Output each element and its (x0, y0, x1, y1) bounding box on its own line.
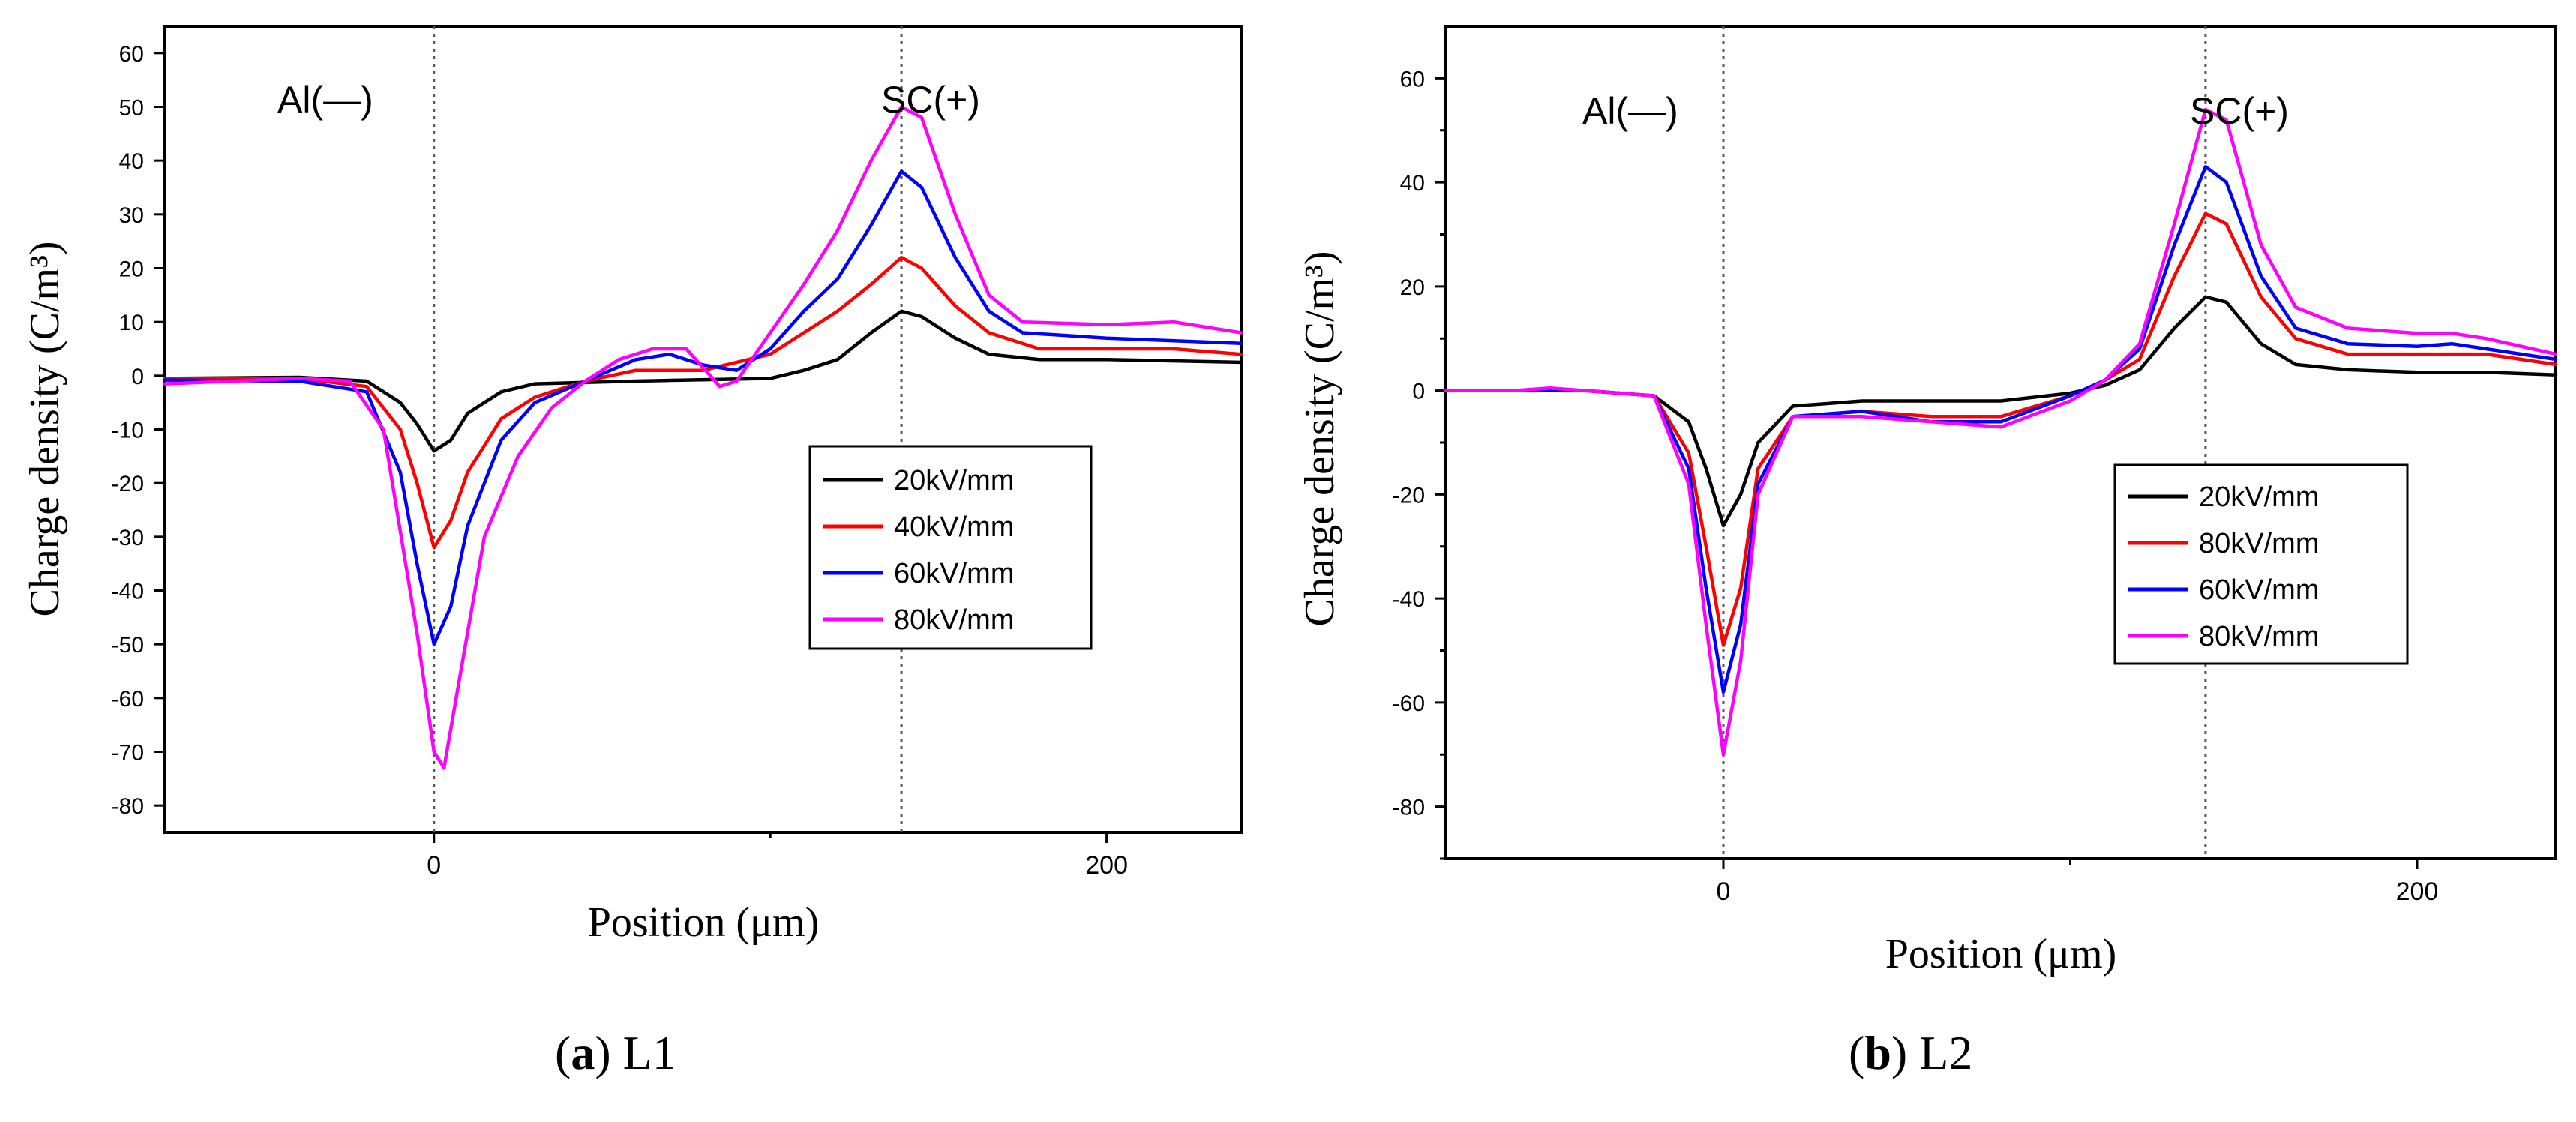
y-ticks: -80 -60 -40 -20 0 20 40 60 (1393, 67, 1446, 860)
y-tick-label: 10 (119, 310, 144, 335)
legend: 20kV/mm 40kV/mm 60kV/mm 80kV/mm (808, 445, 1093, 650)
y-tick-label: -50 (112, 633, 144, 658)
al-marker-label: Al(—) (1582, 90, 1678, 132)
legend-label-60kv: 60kV/mm (2199, 574, 2319, 606)
y-ticks: -80 -70 -60 -50 -40 -30 -20 -10 0 10 20 30 40 50 60 (112, 42, 165, 819)
y-tick-label: -70 (112, 741, 144, 766)
legend-label-40kv: 40kV/mm (894, 512, 1014, 543)
x-ticks: 0 200 (427, 832, 1128, 880)
y-tick-label: -60 (1393, 692, 1425, 716)
y-axis-title: Charge density (C/m³) (22, 241, 68, 616)
caption-b-name: L2 (1919, 1026, 1972, 1079)
y-tick-label: 20 (119, 257, 144, 282)
y-tick-label: 60 (119, 42, 144, 67)
y-tick-label: 30 (119, 203, 144, 228)
series-line-2 (163, 170, 1243, 646)
series-lines (163, 105, 1243, 770)
series-line-0 (1444, 295, 2558, 528)
y-tick-label: 0 (131, 364, 144, 389)
x-tick-label: 0 (1717, 878, 1731, 906)
caption-a-name: L1 (623, 1026, 676, 1079)
y-tick-label: -30 (112, 526, 144, 550)
y-tick-label: -20 (112, 472, 144, 496)
x-axis-title: Position (μm) (1885, 931, 2117, 977)
y-tick-label: -60 (112, 687, 144, 712)
legend-items: 20kV/mm 40kV/mm 60kV/mm 80kV/mm (823, 465, 1014, 636)
plot-frame (1444, 25, 2557, 860)
y-tick-label: -80 (112, 794, 144, 819)
caption-a-letter: a (571, 1026, 595, 1079)
legend-label-60kv: 60kV/mm (894, 558, 1014, 590)
sc-marker-label: SC(+) (2190, 90, 2289, 132)
y-tick-label: 50 (119, 96, 144, 121)
x-tick-label: 200 (2396, 878, 2439, 906)
caption-b: (b) L2 (1849, 1026, 1972, 1079)
y-tick-label: 40 (1400, 171, 1425, 196)
y-tick-label: -40 (1393, 587, 1425, 612)
series-line-3 (1444, 107, 2558, 757)
legend: 20kV/mm 80kV/mm 60kV/mm 80kV/mm (2113, 464, 2409, 665)
legend-label-80kv: 80kV/mm (894, 604, 1014, 636)
caption-a: (a) L1 (555, 1026, 676, 1079)
legend-label-80kv-red: 80kV/mm (2199, 528, 2319, 560)
x-ticks: 0 200 (1717, 859, 2439, 906)
y-tick-label: 60 (1400, 67, 1425, 92)
y-tick-label: -20 (1393, 483, 1425, 508)
y-tick-label: 40 (119, 149, 144, 174)
series-line-1 (163, 255, 1243, 550)
caption-b-letter: b (1864, 1026, 1891, 1079)
y-tick-label: 0 (1412, 380, 1425, 404)
y-tick-label: -10 (112, 418, 144, 443)
y-tick-label: -80 (1393, 796, 1425, 820)
plot-frame (163, 25, 1243, 834)
x-tick-label: 0 (427, 851, 441, 880)
legend-label-80kv: 80kV/mm (2199, 621, 2319, 652)
series-lines (1444, 107, 2558, 757)
series-line-3 (163, 105, 1243, 770)
panel-a-chart: -80 -70 -60 -50 -40 -30 -20 -10 0 10 20 30 40 50 60 0 2… (22, 25, 1243, 946)
sc-marker-label: SC(+) (881, 79, 980, 121)
al-marker-label: Al(—) (277, 79, 373, 121)
panel-b-chart: -80 -60 -40 -20 0 20 40 60 0 200 Al(—) SC(+) Cha… (1297, 25, 2558, 977)
y-axis-title: Charge density (C/m³) (1297, 250, 1343, 626)
x-tick-label: 200 (1085, 851, 1128, 880)
y-tick-label: 20 (1400, 275, 1425, 300)
legend-items: 20kV/mm 80kV/mm 60kV/mm 80kV/mm (2128, 482, 2319, 652)
legend-label-20kv: 20kV/mm (2199, 482, 2319, 513)
series-line-1 (1444, 212, 2558, 647)
series-line-0 (163, 309, 1243, 453)
y-tick-label: -40 (112, 580, 144, 604)
series-line-2 (1444, 165, 2558, 694)
x-axis-title: Position (μm) (588, 899, 820, 946)
legend-label-20kv: 20kV/mm (894, 465, 1014, 496)
